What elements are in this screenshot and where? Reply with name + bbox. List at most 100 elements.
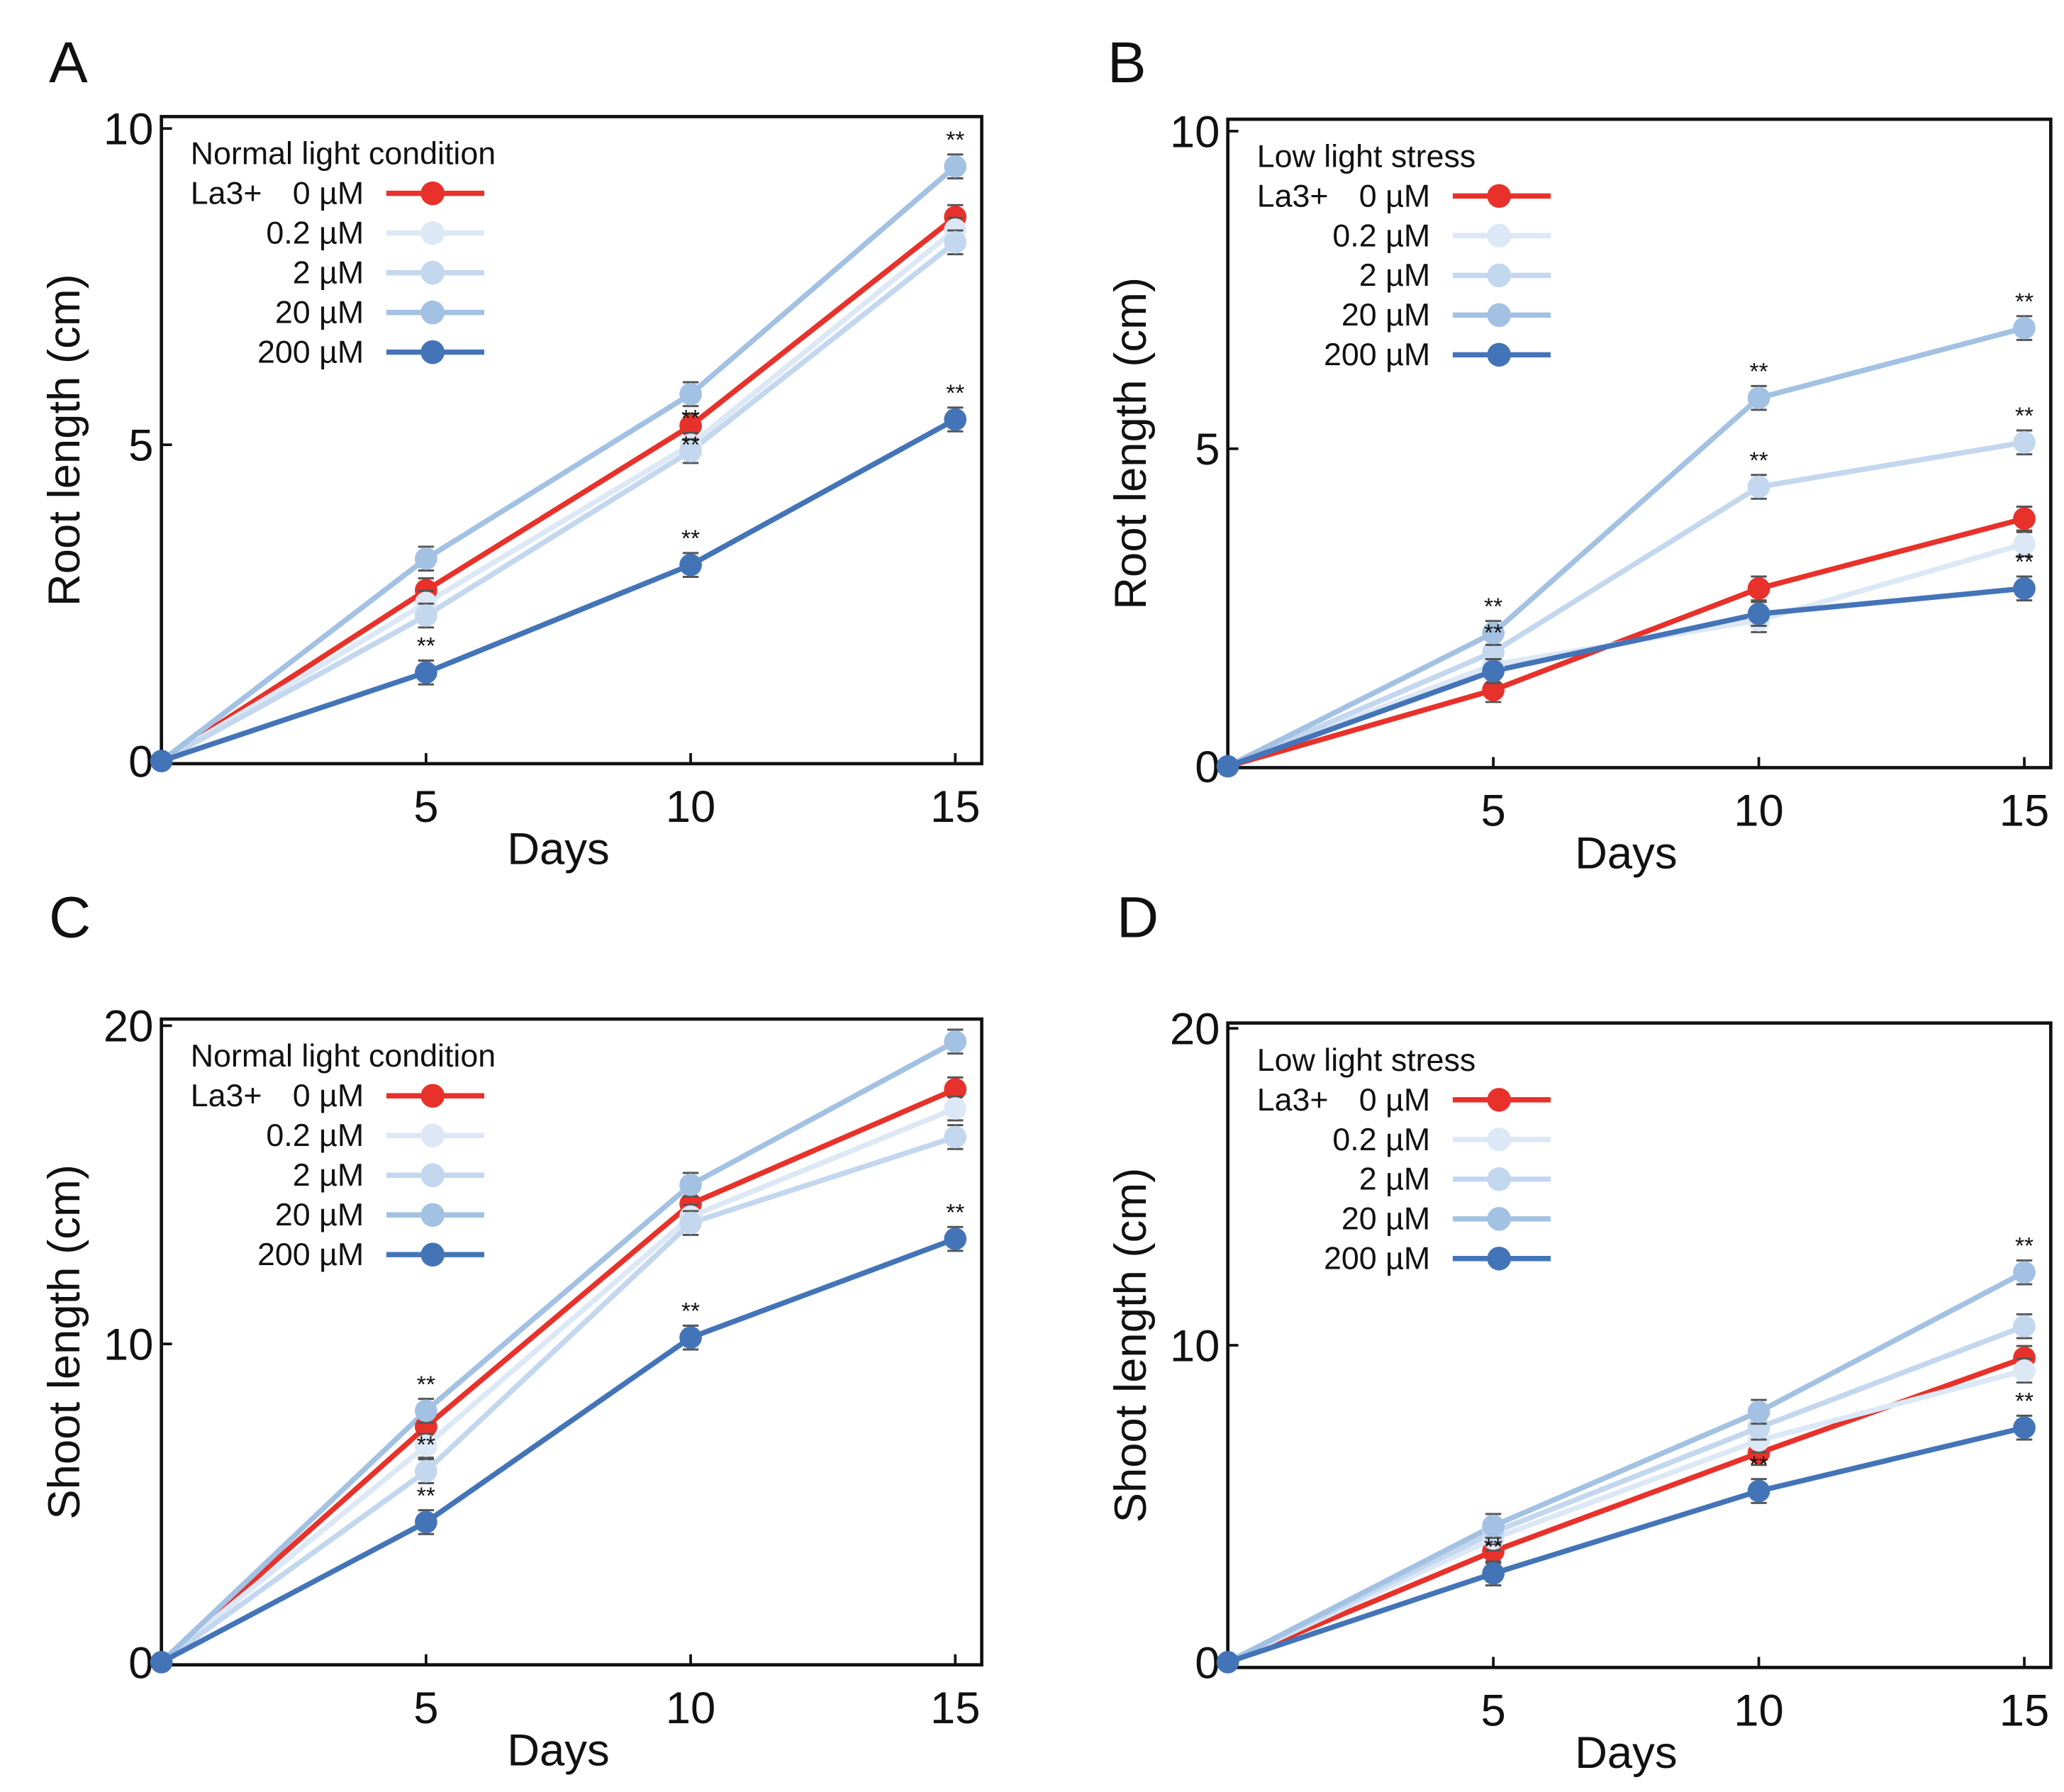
data-point: [1482, 660, 1505, 683]
data-point: [414, 1459, 437, 1483]
y-tick-label: 20: [104, 1002, 154, 1052]
x-tick-label: 15: [1999, 786, 2050, 836]
data-point: [1747, 1416, 1770, 1440]
series-line: [160, 1039, 957, 1664]
legend-marker: [1487, 184, 1512, 208]
series-20um: [1226, 1269, 2026, 1665]
data-point: [414, 547, 437, 570]
panel-c: C 0 10 20 5 10 15 Days Shoot length (cm) ** ** ** **…: [40, 885, 983, 1775]
data-point: [679, 440, 702, 462]
significance-marker: **: [681, 526, 700, 552]
legend: Normal light condition La3+ 0 µM 0.2 µM 2 µM…: [191, 1038, 496, 1272]
data-point: [679, 553, 702, 577]
legend-marker: [1487, 263, 1512, 288]
data-point: [679, 382, 702, 406]
legend-label: 2 µM: [293, 255, 364, 291]
significance-marker: **: [946, 1200, 964, 1226]
legend: Low light stress La3+ 0 µM 0.2 µM 2 µM 20 µM 2…: [1257, 1042, 1551, 1276]
y-tick-label: 5: [128, 421, 153, 471]
series-line: [1227, 1368, 2025, 1665]
legend-prefix: La3+: [191, 176, 262, 211]
legend-marker: [1487, 223, 1512, 248]
series-line: [1226, 1269, 2026, 1665]
significance-marker: **: [1484, 1535, 1502, 1561]
data-point: [1747, 602, 1770, 625]
series-line: [160, 1106, 956, 1664]
series-2um: [1227, 440, 2025, 769]
legend-label: 0.2 µM: [1332, 1122, 1430, 1157]
data-point: [1482, 1514, 1505, 1537]
legend-title: Low light stress: [1257, 138, 1476, 174]
plot-frame: [160, 115, 983, 766]
series-line: [160, 164, 957, 764]
significance-marker: **: [417, 1432, 435, 1459]
legend-label: 200 µM: [257, 334, 364, 369]
data-point: [2013, 430, 2036, 454]
data-point: [2013, 577, 2036, 600]
y-tick-label: 10: [104, 1320, 154, 1370]
legend-marker: [420, 260, 445, 285]
series-line: [160, 417, 957, 764]
data-point: [944, 1228, 967, 1250]
series-line: [1227, 440, 2025, 769]
legend-marker: [420, 221, 445, 245]
significance-marker: **: [1750, 447, 1768, 474]
data-point: [2013, 533, 2036, 555]
data-point: [1747, 475, 1770, 499]
data-point: [1482, 621, 1505, 645]
significance-marker: **: [1750, 1452, 1768, 1478]
x-tick-label: 10: [666, 782, 716, 832]
series-0.2um: [160, 228, 957, 764]
data-point: [944, 408, 967, 431]
data-point: [414, 604, 437, 627]
series-line: [160, 1236, 956, 1665]
data-point: [679, 1211, 702, 1235]
data-point: [1482, 679, 1505, 702]
significance-marker: **: [2015, 289, 2034, 315]
legend-label: 0 µM: [1359, 178, 1430, 213]
legend-marker: [420, 300, 445, 325]
series-20um: [160, 1039, 957, 1664]
data-point: [414, 1415, 437, 1438]
x-tick-label: 5: [1480, 1686, 1505, 1735]
data-point: [1747, 1479, 1770, 1503]
data-point: [2013, 1261, 2036, 1284]
significance-marker: **: [1750, 359, 1768, 385]
legend-label: 2 µM: [293, 1157, 364, 1193]
data-point: [679, 1326, 702, 1349]
data-point: [1216, 755, 1239, 778]
data-point: [150, 1651, 173, 1674]
data-point: [1747, 1401, 1770, 1423]
significance-marker: **: [2015, 1388, 2034, 1415]
series-line: [1227, 516, 2025, 769]
legend-marker: [1487, 1088, 1512, 1112]
data-point: [1747, 577, 1770, 600]
data-point: [414, 1510, 437, 1534]
series-0um: [1227, 516, 2025, 769]
data-point: [2013, 1416, 2036, 1440]
legend-title: Normal light condition: [191, 1038, 496, 1074]
legend-marker: [1487, 1207, 1512, 1231]
y-tick-label: 20: [1170, 1004, 1220, 1054]
y-axis-label: Shoot length (cm): [1106, 1168, 1156, 1523]
legend-label: 20 µM: [1341, 1201, 1430, 1237]
legend-marker: [1487, 1246, 1512, 1271]
legend-label: 200 µM: [1324, 1241, 1430, 1276]
panel-d: D 0 10 20 5 10 15 Days Shoot length (cm) ** ** ** **…: [1106, 885, 2053, 1778]
legend-label: 0 µM: [293, 176, 364, 211]
series-line: [160, 1086, 956, 1664]
legend: Normal light condition La3+ 0 µM 0.2 µM 2 µM…: [191, 136, 496, 370]
legend-label: 2 µM: [1359, 257, 1430, 293]
series-line: [160, 240, 957, 764]
x-tick-label: 15: [1999, 1686, 2050, 1735]
y-tick-label: 0: [128, 1638, 153, 1688]
legend-prefix: La3+: [191, 1078, 262, 1113]
series-0.2um: [1227, 1368, 2025, 1665]
data-point: [1216, 1651, 1239, 1674]
significance-marker: **: [417, 1371, 435, 1398]
x-axis-label: Days: [1575, 1728, 1678, 1778]
significance-marker: **: [2015, 404, 2034, 430]
y-tick-label: 10: [1170, 1321, 1220, 1371]
legend-prefix: La3+: [1257, 178, 1329, 213]
